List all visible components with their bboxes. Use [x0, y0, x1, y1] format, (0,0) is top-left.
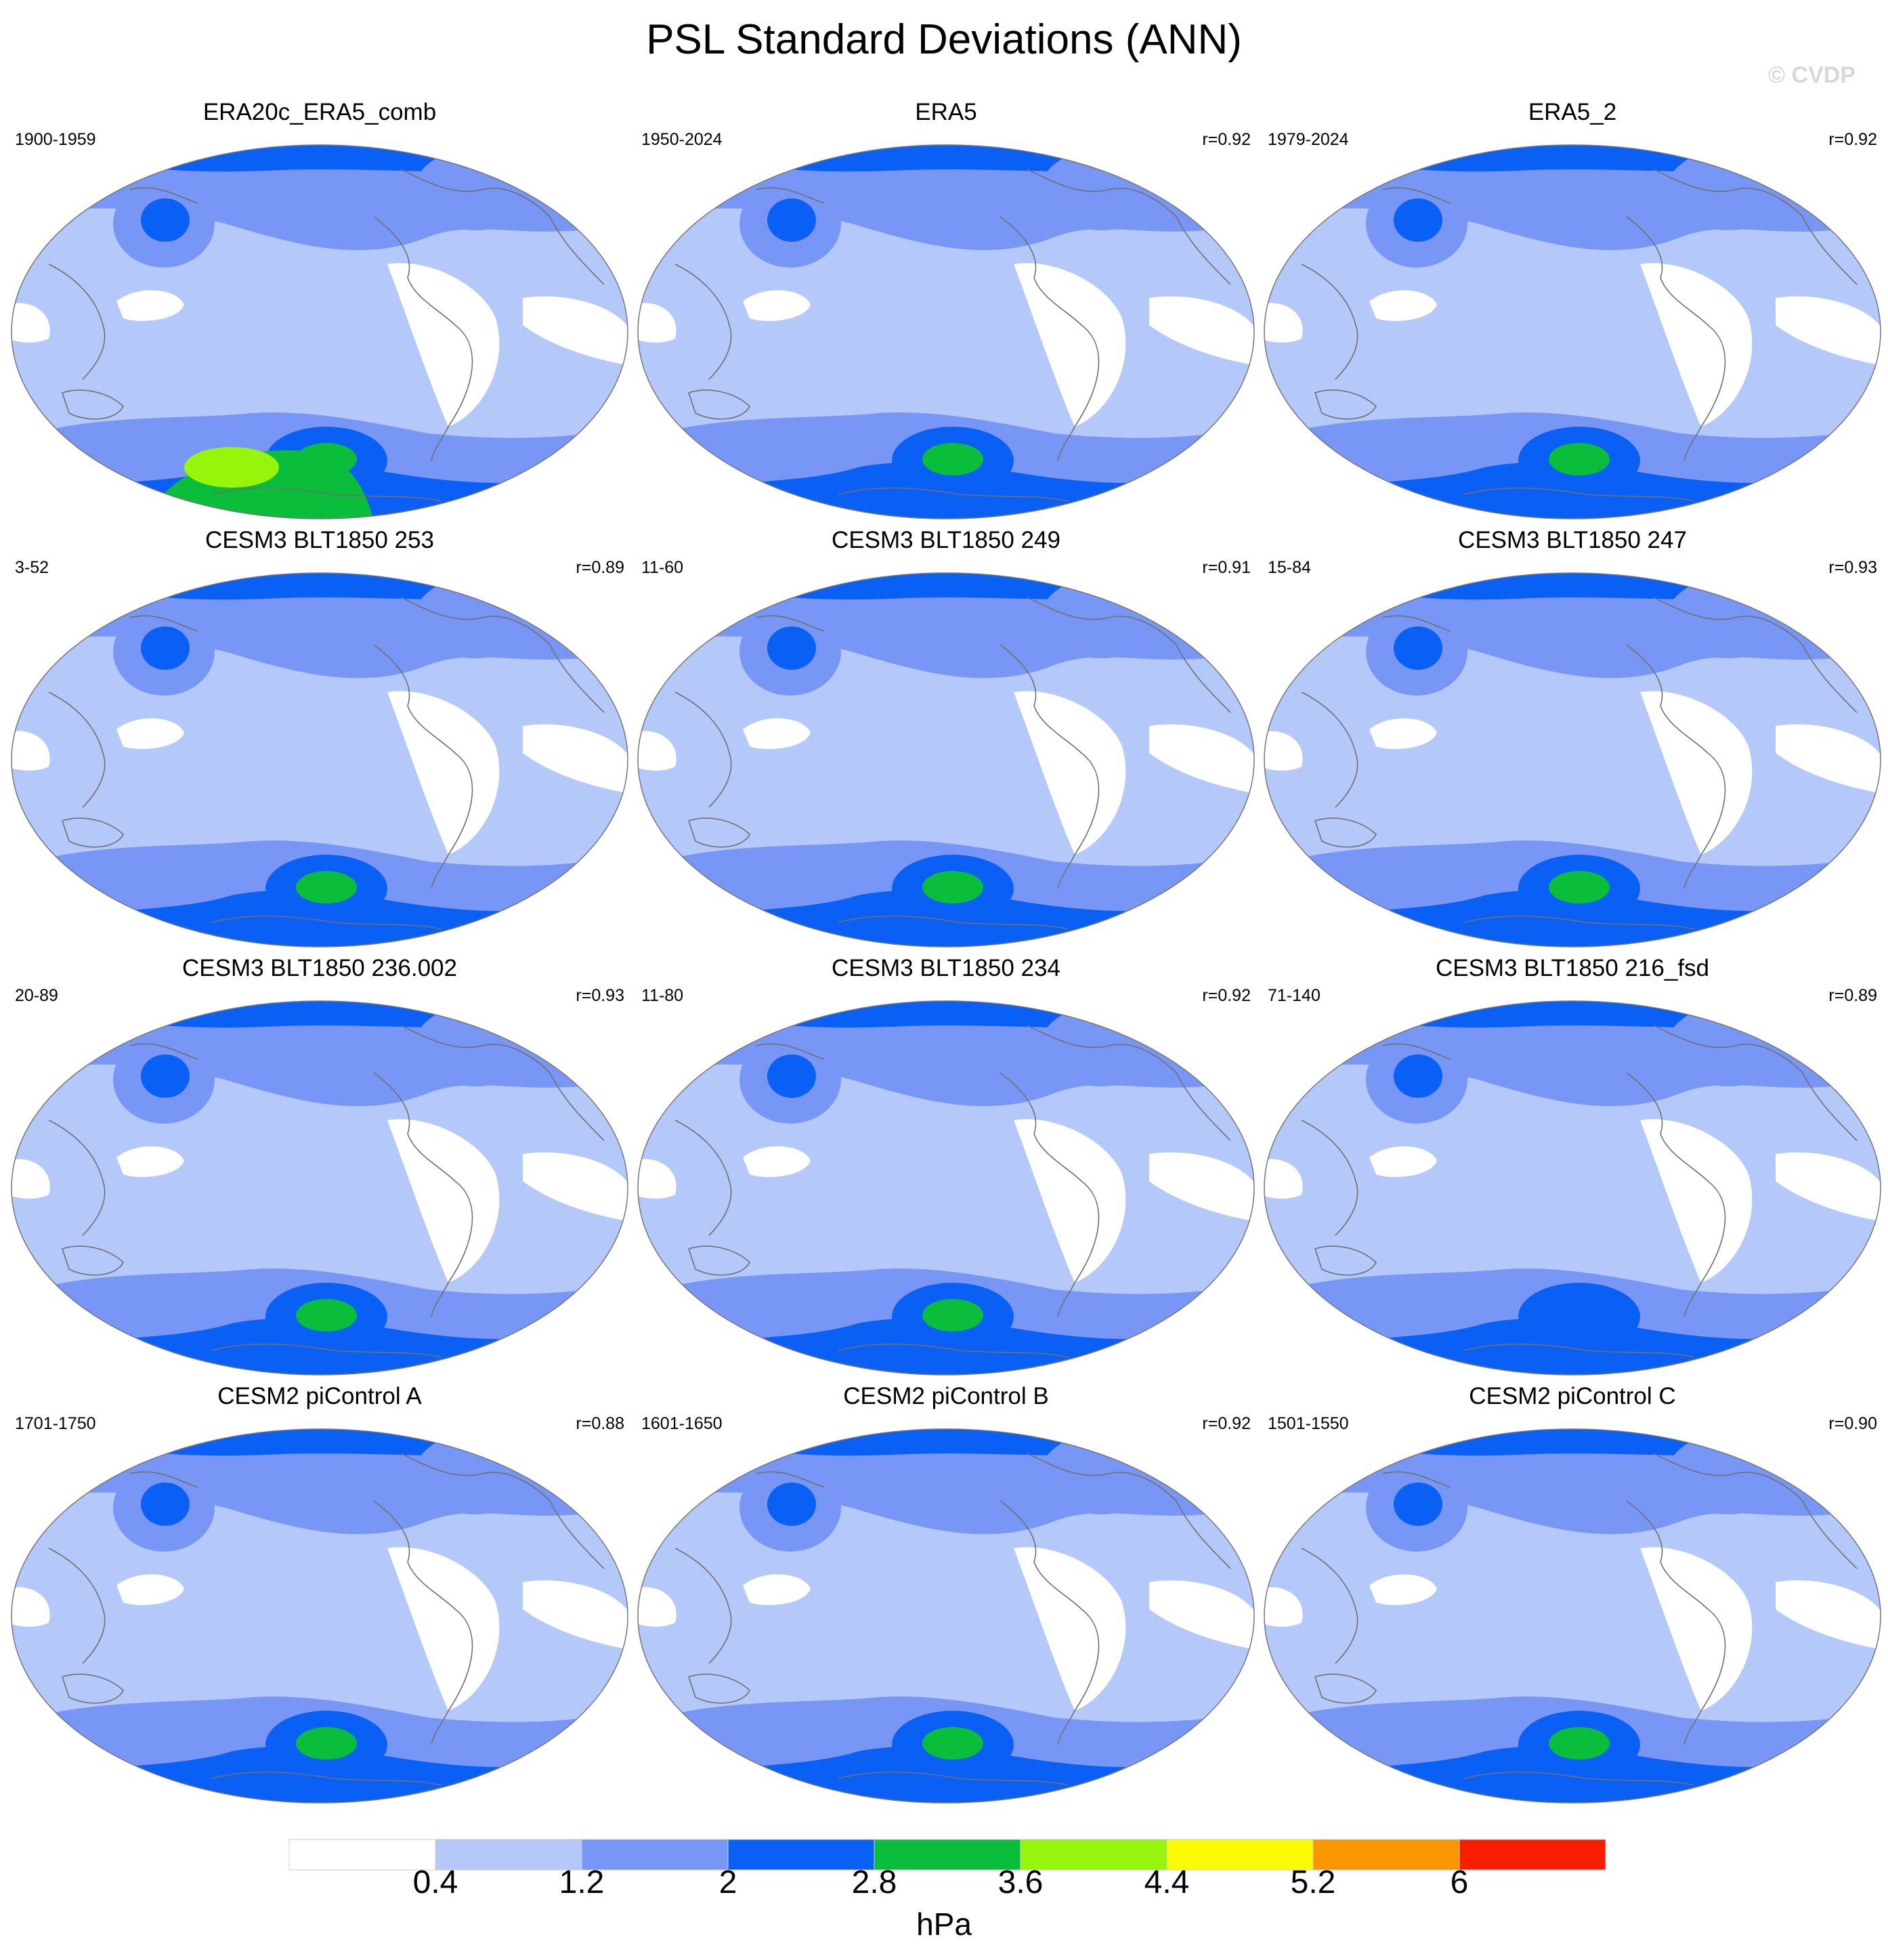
- panel-pattern-correlation: r=0.92: [1828, 130, 1877, 149]
- panel-period: 11-80: [641, 986, 684, 1005]
- panel-pattern-correlation: r=0.92: [1202, 130, 1251, 149]
- panel-title: CESM2 piControl B: [843, 1383, 1049, 1409]
- psl-std-map: [1264, 572, 1881, 947]
- psl-std-map: [11, 572, 628, 947]
- panel-period: 1900-1959: [15, 130, 96, 149]
- panel-period: 11-60: [641, 558, 684, 577]
- colorbar-units: hPa: [916, 1906, 972, 1942]
- colorbar-tick-label: 1.2: [559, 1865, 605, 1900]
- panel-pattern-correlation: r=0.93: [576, 986, 624, 1005]
- panel-title: ERA5_2: [1528, 99, 1617, 125]
- map-panel: CESM2 piControl C 1501-1550 r=0.90: [1261, 1383, 1884, 1812]
- map-panel: CESM2 piControl B 1601-1650 r=0.92: [635, 1383, 1258, 1812]
- panel-period: 1601-1650: [641, 1414, 723, 1433]
- panel-period: 71-140: [1268, 986, 1321, 1005]
- psl-std-map: [637, 1428, 1255, 1804]
- psl-std-map: [1264, 1428, 1881, 1804]
- panel-title: CESM3 BLT1850 236.002: [181, 955, 457, 981]
- map-panel: ERA5_2 1979-2024 r=0.92: [1261, 99, 1884, 528]
- psl-std-map: [11, 144, 628, 519]
- psl-std-map: [637, 144, 1255, 519]
- colorbar-tick-label: 5.2: [1290, 1865, 1336, 1900]
- panel-title: CESM3 BLT1850 249: [832, 527, 1060, 553]
- map-panel: ERA20c_ERA5_comb 1900-1959: [8, 99, 631, 528]
- map-panel: CESM3 BLT1850 249 11-60 r=0.91: [635, 527, 1258, 956]
- cvdp-credit: © CVDP: [1768, 62, 1855, 88]
- panel-pattern-correlation: r=0.93: [1828, 558, 1877, 577]
- panel-pattern-correlation: r=0.89: [1828, 986, 1877, 1005]
- map-panel: CESM3 BLT1850 216_fsd 71-140 r=0.89: [1261, 955, 1884, 1384]
- psl-std-map: [637, 572, 1255, 947]
- panel-title: CESM3 BLT1850 247: [1458, 527, 1687, 553]
- psl-std-map: [637, 1000, 1255, 1376]
- panel-period: 3-52: [15, 558, 49, 577]
- panel-period: 1950-2024: [641, 130, 723, 149]
- panel-pattern-correlation: r=0.92: [1202, 986, 1251, 1005]
- panel-title: ERA20c_ERA5_comb: [202, 99, 437, 125]
- psl-std-map: [1264, 1000, 1881, 1376]
- panel-title: CESM2 piControl C: [1469, 1383, 1676, 1409]
- colorbar-tick-label: 3.6: [997, 1865, 1044, 1900]
- map-panel: CESM3 BLT1850 234 11-80 r=0.92: [635, 955, 1258, 1384]
- panel-period: 20-89: [15, 986, 58, 1005]
- colorbar-tick-label: 0.4: [412, 1865, 458, 1900]
- panel-period: 1501-1550: [1268, 1414, 1349, 1433]
- psl-std-map: [11, 1000, 628, 1376]
- panel-title: CESM3 BLT1850 234: [832, 955, 1060, 981]
- panel-pattern-correlation: r=0.89: [576, 558, 624, 577]
- psl-std-map: [1264, 144, 1881, 519]
- map-panel: CESM2 piControl A 1701-1750 r=0.88: [8, 1383, 631, 1812]
- colorbar-tick-label: 6: [1450, 1865, 1469, 1900]
- psl-std-map: [11, 1428, 628, 1804]
- panel-title: CESM3 BLT1850 253: [205, 527, 434, 553]
- colorbar-tick-label: 4.4: [1144, 1865, 1190, 1900]
- panel-pattern-correlation: r=0.92: [1202, 1414, 1251, 1433]
- panel-title: ERA5: [915, 99, 977, 125]
- map-panel: CESM3 BLT1850 236.002 20-89 r=0.93: [8, 955, 631, 1384]
- panel-period: 1701-1750: [15, 1414, 96, 1433]
- panel-period: 1979-2024: [1268, 130, 1349, 149]
- colorbar-tick-label: 2: [718, 1865, 737, 1900]
- map-panel: ERA5 1950-2024 r=0.92: [635, 99, 1258, 528]
- panel-title: CESM3 BLT1850 216_fsd: [1435, 955, 1710, 981]
- panel-period: 15-84: [1268, 558, 1311, 577]
- panel-pattern-correlation: r=0.88: [576, 1414, 624, 1433]
- map-panel: CESM3 BLT1850 253 3-52 r=0.89: [8, 527, 631, 956]
- panel-pattern-correlation: r=0.91: [1202, 558, 1251, 577]
- panel-pattern-correlation: r=0.90: [1828, 1414, 1877, 1433]
- map-panel: CESM3 BLT1850 247 15-84 r=0.93: [1261, 527, 1884, 956]
- panel-title: CESM2 piControl A: [217, 1383, 422, 1409]
- colorbar-tick-label: 2.8: [851, 1865, 897, 1900]
- figure-title: PSL Standard Deviations (ANN): [646, 16, 1242, 63]
